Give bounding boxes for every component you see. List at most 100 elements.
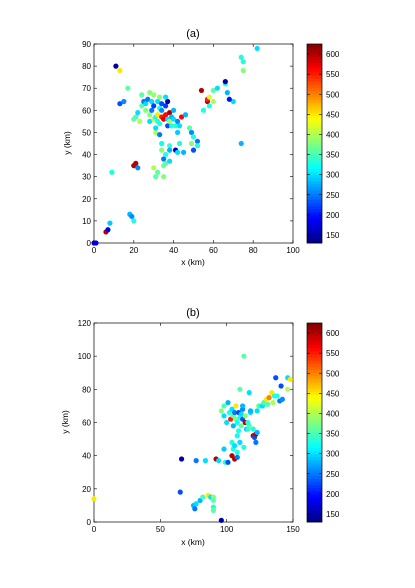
panel-b-data-point	[254, 429, 260, 436]
panel-b-data-point	[178, 456, 185, 462]
panel-a-ylabel: y (km)	[62, 131, 72, 155]
panel-b-ytick-label: 100	[78, 352, 92, 361]
panel-a-colorbar-label: 250	[326, 191, 340, 200]
panel-a-ytick-label: 90	[82, 40, 91, 49]
panel-b-colorbar-segment	[307, 500, 322, 504]
panel-a-colorbar-segment	[307, 87, 322, 92]
panel-a-colorbar-segment	[307, 146, 322, 151]
panel-a-colorbar-segment	[307, 199, 322, 203]
panel-b-colorbar-label: 200	[326, 490, 340, 499]
panel-b-colorbar-segment	[307, 366, 322, 371]
panel-b-colorbar-segment	[307, 338, 322, 343]
panel-a-xtick-label: 20	[129, 246, 138, 255]
panel-a-data-point	[190, 134, 197, 140]
panel-b-data-point	[202, 458, 209, 464]
panel-a-data-point	[139, 92, 145, 98]
panel-a-data-point	[149, 107, 155, 113]
panel-b-colorbar-segment	[307, 372, 322, 377]
panel-b: (b) 0 50 100 150 0 20 40 60 80 100 120 x (km) y (k…	[60, 307, 340, 547]
panel-a-data-point	[171, 107, 177, 113]
panel-b-colorbar-segment	[307, 344, 322, 349]
panel-a-colorbar-segment	[307, 68, 322, 73]
panel-b-colorbar-segment	[307, 357, 322, 361]
panel-b-colorbar-segment	[307, 326, 322, 330]
panel-b-data-point	[266, 395, 272, 401]
panel-b-colorbar-segment	[307, 497, 322, 501]
panel-a-data-point	[230, 98, 236, 105]
panel-b-colorbar-segment	[307, 509, 322, 514]
panel-b-data-point	[245, 419, 251, 426]
panel-b-colorbar-segment	[307, 391, 322, 395]
panel-b-colorbar-label: 550	[326, 349, 340, 358]
panel-a-data-point	[151, 92, 157, 98]
panel-b-ytick-label: 0	[87, 518, 92, 527]
panel-a-data-point	[200, 107, 207, 113]
panel-a-colorbar-label: 550	[326, 70, 340, 79]
panel-b-colorbar-segment	[307, 450, 322, 454]
panel-a-data-point	[190, 147, 197, 153]
panel-a-data-point	[151, 165, 157, 171]
panel-b-colorbar-segment	[307, 363, 322, 367]
panel-a-data-point	[198, 87, 205, 94]
panel-b-colorbar-segment	[307, 323, 322, 327]
panel-b-data-point	[224, 419, 230, 426]
panel-a-colorbar-frame	[306, 43, 323, 244]
panel-a-colorbar-segment	[307, 115, 322, 120]
panel-b-colorbar-segment	[307, 347, 322, 352]
panel-b-data-point	[238, 423, 244, 429]
panel-a-data-point	[155, 98, 161, 105]
panel-a-data-point	[165, 98, 171, 105]
panel-a-data-point	[117, 101, 123, 107]
panel-a-data-point	[210, 98, 216, 105]
panel-b-colorbar-frame	[306, 322, 323, 523]
panel-a-data-point	[178, 114, 185, 120]
panel-a-data-point	[167, 118, 173, 124]
panel-a-data-point	[149, 98, 155, 105]
panel-b-ytick-label: 60	[82, 419, 91, 428]
panel-b-colorbar-segment	[307, 385, 322, 389]
panel-b-data-point	[225, 459, 231, 465]
panel-a-colorbar-label: 600	[326, 50, 340, 59]
panel-a-data-point	[143, 101, 149, 107]
panel-a-data-point	[224, 90, 230, 96]
panel-a-data-point	[188, 140, 195, 147]
panel-a-colorbar-segment	[307, 50, 322, 54]
panel-b-data-point	[246, 390, 252, 396]
panel-a-colorbar-segment	[307, 84, 322, 88]
panel-b-colorbar-segment	[307, 484, 322, 489]
panel-a-colorbar-segment	[307, 171, 322, 175]
panel-a-data-point	[105, 227, 111, 233]
panel-b-data-point	[234, 454, 240, 460]
panel-a-colorbar-segment	[307, 236, 322, 241]
panel-a-data-point	[163, 103, 169, 109]
panel-a-data-point	[117, 67, 123, 74]
panel-a-colorbar-segment	[307, 211, 322, 216]
panel-a-colorbar-segment	[307, 81, 322, 85]
panel-b-ytick-label: 20	[82, 485, 91, 494]
panel-a-colorbar-segment	[307, 112, 322, 116]
panel-b-colorbar-segment	[307, 441, 322, 445]
panel-b-data-point	[237, 386, 243, 392]
panel-a-colorbar-segment	[307, 99, 322, 104]
panel-b-colorbar-segment	[307, 518, 322, 523]
panel-a-ytick-label: 40	[82, 151, 91, 160]
panel-a-data-point	[163, 94, 169, 100]
panel-b-data-point	[274, 393, 280, 399]
panel-a-colorbar-segment	[307, 233, 322, 238]
panel-a-ytick-label: 80	[82, 62, 91, 71]
panel-b-data-point	[273, 375, 279, 381]
panel-a-ytick-label: 60	[82, 106, 91, 115]
panel-a-colorbar-segment	[307, 44, 322, 48]
panel-a-data-point	[129, 213, 135, 220]
panel-a-colorbar-label: 350	[326, 151, 340, 160]
panel-b-colorbar-segment	[307, 413, 322, 417]
panel-b-xtick-label: 0	[92, 525, 97, 534]
panel-a-colorbar-segment	[307, 143, 322, 148]
panel-b-data-point	[242, 413, 248, 419]
panel-b-xlabel: x (km)	[181, 537, 205, 547]
panel-a-data-point	[238, 54, 244, 60]
panel-a-data-point	[159, 101, 165, 107]
panel-b-colorbar-segment	[307, 354, 322, 358]
panel-b-colorbar-segment	[307, 515, 322, 520]
panel-a-data-point	[238, 140, 244, 147]
